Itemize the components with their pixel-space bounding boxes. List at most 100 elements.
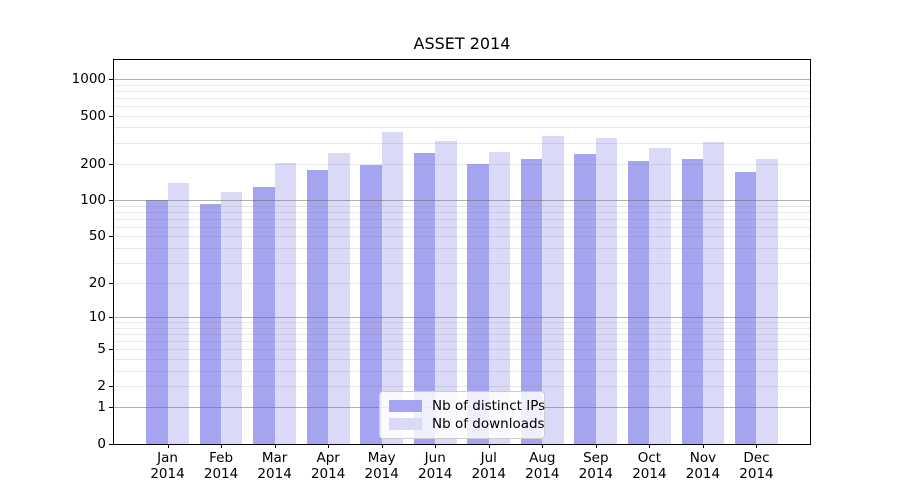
- legend-swatch-distinct-ips-icon: [389, 399, 422, 413]
- x-tick-label: Aug 2014: [525, 450, 560, 482]
- gridline-minor: [114, 127, 810, 129]
- y-tick-mark: [109, 79, 113, 81]
- gridline-minor: [114, 262, 810, 264]
- y-tick-mark: [109, 163, 113, 165]
- bar-distinct-ips: [520, 158, 543, 444]
- bar-downloads: [274, 163, 297, 444]
- y-tick-mark: [109, 385, 113, 387]
- gridline-minor: [114, 334, 810, 336]
- x-tick-label: Jun 2014: [418, 450, 453, 482]
- gridline-minor: [114, 359, 810, 360]
- gridline-minor: [114, 205, 810, 207]
- y-tick-mark: [109, 200, 113, 202]
- legend: Nb of distinct IPs Nb of downloads: [379, 391, 545, 439]
- y-tick-label: 10: [88, 309, 106, 326]
- y-tick-label: 50: [88, 228, 106, 245]
- bar-distinct-ips: [627, 161, 650, 444]
- y-tick-mark: [109, 444, 113, 445]
- y-tick-mark: [109, 115, 113, 117]
- bar-distinct-ips: [735, 172, 757, 444]
- legend-item-distinct-ips: Nb of distinct IPs: [389, 397, 545, 415]
- bar-distinct-ips: [306, 170, 329, 444]
- legend-label-downloads: Nb of downloads: [432, 416, 545, 432]
- x-tick-mark: [756, 444, 758, 448]
- gridline-minor: [114, 163, 810, 165]
- bar-downloads: [488, 151, 511, 444]
- bar-distinct-ips: [467, 164, 489, 444]
- bar-downloads: [328, 152, 350, 444]
- bar-downloads: [435, 140, 457, 444]
- gridline-minor: [114, 90, 810, 92]
- gridline-minor: [114, 283, 810, 285]
- y-tick-label: 0: [97, 436, 106, 452]
- gridline-minor: [114, 236, 810, 238]
- bar-downloads: [167, 182, 189, 444]
- gridline-minor: [114, 349, 810, 351]
- y-tick-mark: [109, 283, 113, 285]
- y-tick-label: 1000: [71, 71, 106, 88]
- bar-distinct-ips: [146, 200, 168, 444]
- gridline-minor: [114, 211, 810, 213]
- y-tick-label: 2: [97, 377, 106, 394]
- y-tick-mark: [109, 317, 113, 319]
- x-tick-mark: [274, 444, 276, 448]
- gridline-major: [114, 317, 810, 319]
- y-tick-mark: [109, 349, 113, 351]
- y-tick-label: 500: [80, 107, 106, 124]
- x-tick-label: May 2014: [364, 450, 399, 482]
- gridline-minor: [114, 247, 810, 249]
- bar-distinct-ips: [253, 186, 275, 444]
- bar-downloads: [649, 147, 671, 444]
- x-tick-label: Apr 2014: [310, 450, 346, 482]
- x-tick-label: Dec 2014: [739, 450, 774, 482]
- gridline-minor: [114, 142, 810, 144]
- legend-item-downloads: Nb of downloads: [389, 415, 545, 433]
- y-tick-label: 20: [88, 275, 106, 292]
- gridline-minor: [114, 385, 810, 387]
- gridline-minor: [114, 218, 810, 220]
- plot-area: [113, 59, 811, 445]
- y-tick-mark: [109, 407, 113, 409]
- gridline-major: [114, 200, 810, 202]
- legend-swatch-downloads-icon: [389, 417, 422, 431]
- gridline-minor: [114, 84, 810, 86]
- bar-downloads: [756, 158, 778, 444]
- gridline-minor: [114, 106, 810, 108]
- x-tick-mark: [221, 444, 223, 448]
- y-tick-label: 5: [97, 341, 106, 358]
- gridline-minor: [114, 341, 810, 343]
- gridline-minor: [114, 115, 810, 117]
- legend-label-distinct-ips: Nb of distinct IPs: [432, 398, 546, 414]
- x-tick-label: Jul 2014: [471, 450, 506, 482]
- x-tick-label: Feb 2014: [203, 450, 239, 482]
- x-tick-label: Nov 2014: [685, 450, 721, 482]
- bar-distinct-ips: [360, 165, 382, 444]
- bar-downloads: [381, 131, 404, 444]
- bar-downloads: [702, 142, 725, 444]
- x-tick-mark: [702, 444, 704, 448]
- gridline-major: [114, 79, 810, 81]
- x-tick-mark: [595, 444, 597, 448]
- bar-distinct-ips: [413, 152, 436, 444]
- gridline-minor: [114, 370, 810, 372]
- bar-distinct-ips: [199, 203, 222, 444]
- gridline-minor: [114, 226, 810, 228]
- y-tick-mark: [109, 236, 113, 238]
- bar-downloads: [542, 136, 564, 444]
- x-tick-mark: [328, 444, 330, 448]
- x-tick-label: Sep 2014: [578, 450, 614, 482]
- x-tick-mark: [542, 444, 544, 448]
- x-tick-mark: [649, 444, 651, 448]
- chart-title: ASSET 2014: [413, 34, 511, 53]
- y-tick-label: 200: [80, 155, 106, 172]
- gridline-minor: [114, 97, 810, 99]
- bar-downloads: [595, 137, 618, 444]
- x-tick-label: Mar 2014: [257, 450, 292, 482]
- x-tick-mark: [167, 444, 169, 448]
- y-tick-label: 100: [80, 192, 106, 209]
- x-tick-label: Jan 2014: [150, 450, 185, 482]
- x-tick-label: Oct 2014: [632, 450, 667, 482]
- bar-distinct-ips: [681, 159, 703, 444]
- x-tick-mark: [435, 444, 437, 448]
